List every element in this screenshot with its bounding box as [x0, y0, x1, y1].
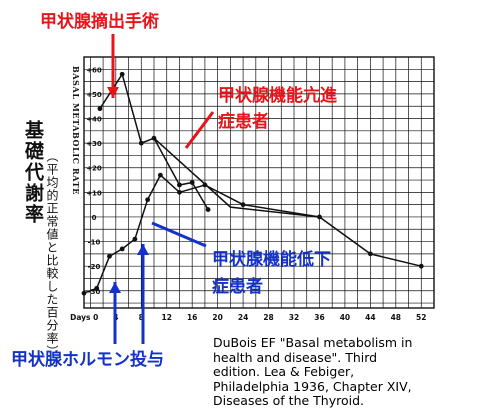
data-point [157, 172, 163, 178]
x-tick-label: 8 [139, 313, 144, 322]
x-tick-label: 48 [391, 313, 401, 322]
data-point [94, 285, 100, 291]
data-point [202, 182, 208, 188]
x-tick-label: 40 [340, 313, 350, 322]
y-tick-label: +60 [86, 66, 102, 74]
series-line-hyperthyroid-trend [153, 137, 320, 218]
citation-line: health and disease". Third [213, 349, 378, 365]
data-point [177, 182, 182, 188]
annotation-hypothyroid-line1: 甲状腺機能低下 [212, 250, 331, 270]
y-tick-label: 0 [92, 214, 97, 222]
data-point [119, 246, 125, 252]
x-tick-label: 12 [162, 313, 172, 322]
arrow-layer [107, 34, 215, 344]
x-tick-label: 52 [416, 313, 426, 322]
y-tick-label: -10 [88, 239, 101, 247]
y-tick-label: +10 [86, 189, 102, 197]
arrow-hormone-2-head [137, 244, 149, 255]
data-point [240, 202, 246, 208]
data-point [97, 106, 103, 112]
annotation-hypothyroid-line2: 症患者 [212, 277, 263, 297]
side-label-main: 基礎代謝率 [22, 120, 44, 225]
y-tick-label: +40 [86, 116, 102, 124]
x-tick-label: 44 [365, 313, 375, 322]
y-tick-label: +30 [86, 140, 102, 148]
data-point [132, 236, 138, 242]
citation-line: Philadelphia 1936, Chapter XIV, [213, 378, 412, 394]
data-point [145, 197, 151, 203]
data-point [107, 253, 112, 259]
y-tick-label: -30 [88, 288, 101, 296]
annotation-thyroidectomy: 甲状腺摘出手術 [40, 12, 159, 32]
x-tick-label: 32 [289, 313, 299, 322]
y-tick-label: -20 [88, 263, 101, 271]
x-tick-label: 16 [187, 313, 197, 322]
data-point [317, 214, 322, 220]
x-tick-label: 28 [263, 313, 273, 322]
arrow-hormone-1-head [109, 282, 121, 293]
annotation-hormone-therapy: 甲状腺ホルモン投与 [11, 350, 164, 370]
citation-line: DuBois EF "Basal metabolism in [213, 335, 413, 350]
data-point [205, 207, 211, 212]
tick-layer: -30 -20 -10 0 +10 +20 +30 +40 +50 +60 Days 0 48 12 16… [70, 66, 426, 322]
x-tick-label: 20 [212, 313, 222, 322]
pointer-hypothyroid [151, 221, 207, 248]
pointer-hyperthyroid [184, 111, 215, 149]
data-point [189, 180, 195, 185]
arrow-thyroidectomy-head [107, 87, 119, 98]
citation: DuBois EF "Basal metabolism in health an… [213, 335, 498, 409]
y-tick-label: +50 [86, 91, 102, 99]
data-point [81, 290, 87, 296]
data-point [138, 140, 144, 146]
annotation-hyperthyroid-line2: 症患者 [218, 112, 269, 132]
series-layer [81, 71, 424, 296]
data-point [367, 251, 373, 257]
x-tick-label: 36 [314, 313, 324, 322]
citation-line: edition. Lea & Febiger, [213, 364, 355, 379]
data-point [119, 71, 125, 77]
annotation-hyperthyroid-line1: 甲状腺機能亢進 [218, 86, 337, 106]
x-tick-label: Days 0 [70, 313, 98, 322]
side-label-sub: （平均的正常値と比較した百分率） [45, 150, 59, 358]
citation-line: Diseases of the Thyroid. [213, 393, 365, 408]
data-point [418, 263, 424, 269]
data-point [177, 189, 182, 195]
grid-layer [83, 56, 435, 309]
y-tick-label: +20 [86, 165, 102, 173]
x-tick-label: 24 [238, 313, 248, 322]
y-axis-title: BASAL METABOLIC RATE [71, 66, 81, 195]
